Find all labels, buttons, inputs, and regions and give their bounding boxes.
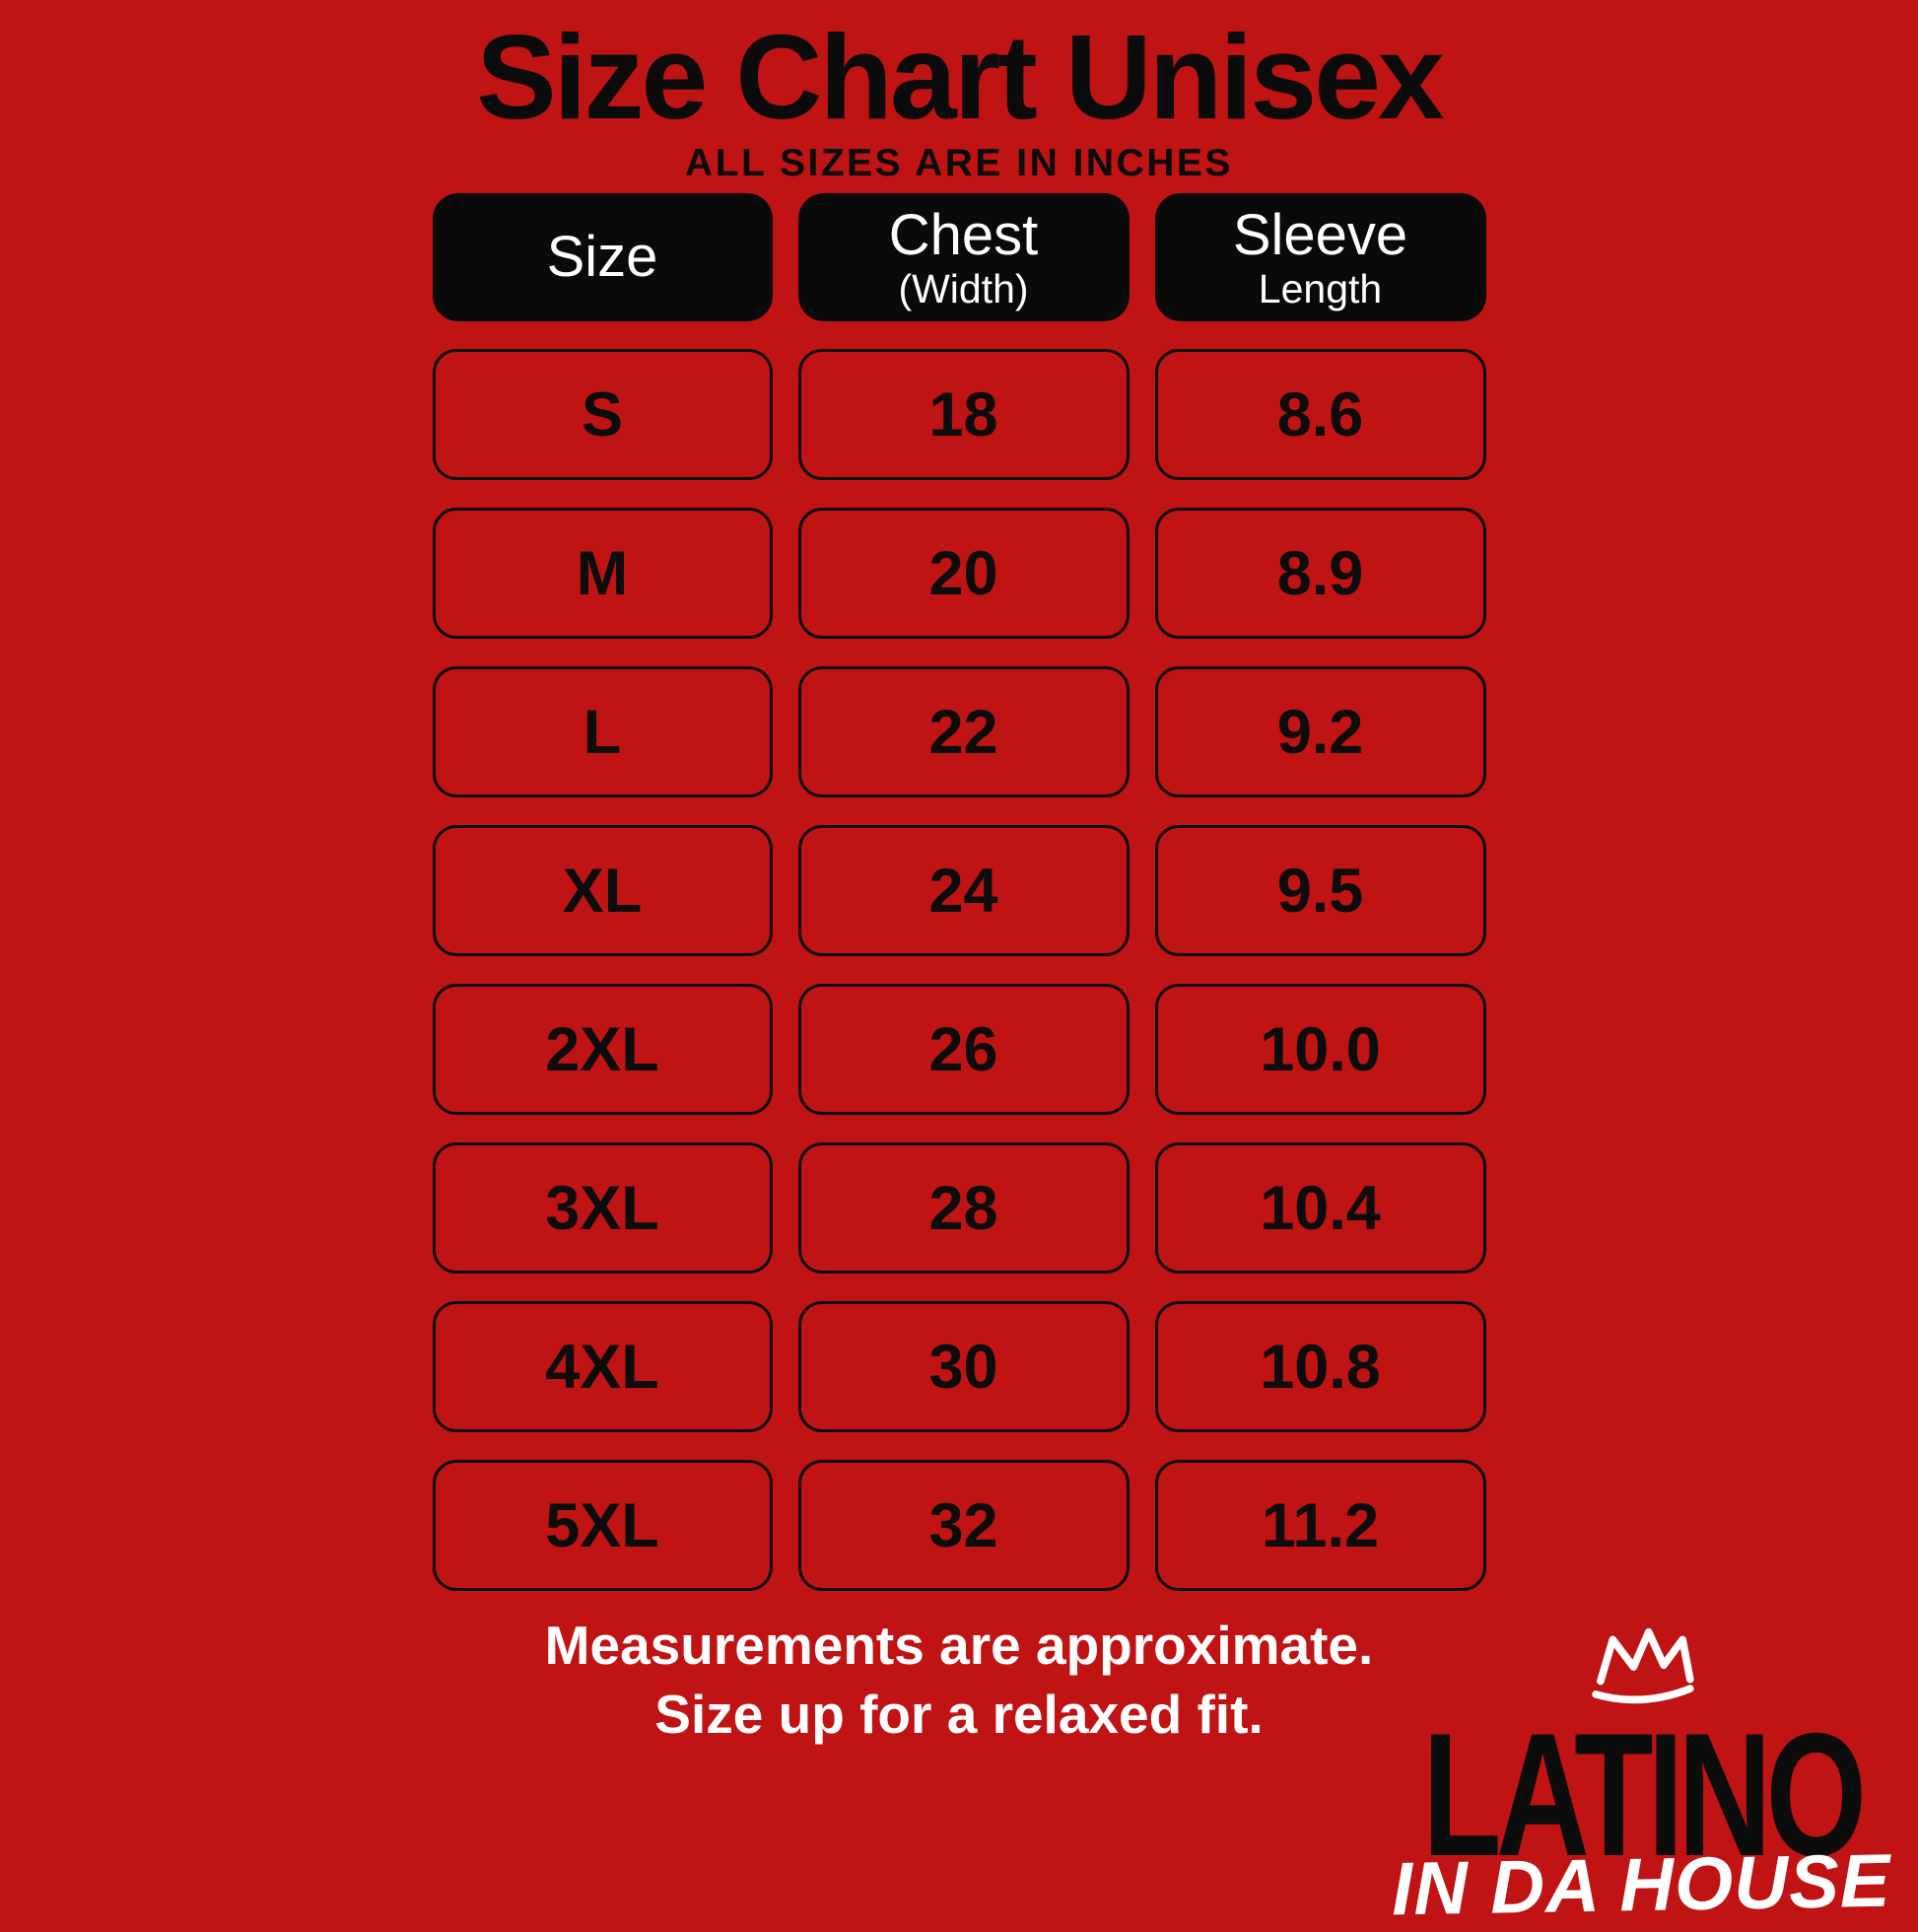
size-cell: 3XL — [432, 1142, 773, 1275]
footer-note: Measurements are approximate. Size up fo… — [0, 1611, 1918, 1749]
chest-value-cell: 18 — [797, 349, 1130, 481]
sleeve-value-cell: 9.2 — [1154, 666, 1486, 798]
brand-name: LATINO — [1422, 1696, 1867, 1893]
size-cell: L — [432, 666, 773, 798]
sleeve-value-cell: 9.5 — [1154, 825, 1486, 957]
footer-line-2: Size up for a relaxed fit. — [654, 1684, 1264, 1745]
sleeve-value-cell: 10.0 — [1154, 984, 1486, 1116]
footer-line-1: Measurements are approximate. — [544, 1615, 1374, 1676]
sleeve-value-cell: 11.2 — [1154, 1460, 1486, 1592]
sleeve-value-cell: 8.6 — [1154, 349, 1486, 481]
sleeve-value-cell: 8.9 — [1154, 508, 1486, 640]
chest-value-cell: 26 — [797, 984, 1130, 1116]
header-pill-size: Size — [432, 193, 773, 322]
header-pill-chest: Chest (Width) — [797, 193, 1130, 322]
size-cell: 2XL — [432, 984, 773, 1116]
size-cell: 5XL — [432, 1460, 773, 1592]
chest-value-cell: 30 — [797, 1301, 1130, 1433]
header-pill-sleeve: Sleeve Length — [1154, 193, 1486, 322]
chest-value-cell: 32 — [797, 1460, 1130, 1592]
header-sublabel: Length — [1258, 266, 1383, 312]
brand-tagline: IN DA HOUSE — [1391, 1838, 1892, 1932]
size-cell: M — [432, 508, 773, 640]
size-cell: 4XL — [432, 1301, 773, 1433]
chest-value-cell: 22 — [797, 666, 1130, 798]
page-title: Size Chart Unisex — [476, 10, 1445, 144]
chest-value-cell: 24 — [797, 825, 1130, 957]
brand-logo: LATINO IN DA HOUSE — [1373, 1626, 1910, 1932]
size-cell: S — [432, 349, 773, 481]
sleeve-value-cell: 10.4 — [1154, 1142, 1486, 1275]
sleeve-value-cell: 10.8 — [1154, 1301, 1486, 1433]
header-sublabel: (Width) — [898, 266, 1029, 312]
header-label: Size — [546, 224, 658, 289]
size-cell: XL — [432, 825, 773, 957]
header-label: Chest — [888, 203, 1039, 268]
chest-value-cell: 20 — [797, 508, 1130, 640]
page-subtitle: ALL SIZES ARE IN INCHES — [685, 142, 1233, 185]
crown-icon — [1591, 1627, 1694, 1704]
chest-value-cell: 28 — [797, 1142, 1130, 1275]
header-label: Sleeve — [1232, 203, 1408, 268]
size-table: Size Chest (Width) Sleeve Length S 18 8.… — [432, 193, 1486, 1592]
